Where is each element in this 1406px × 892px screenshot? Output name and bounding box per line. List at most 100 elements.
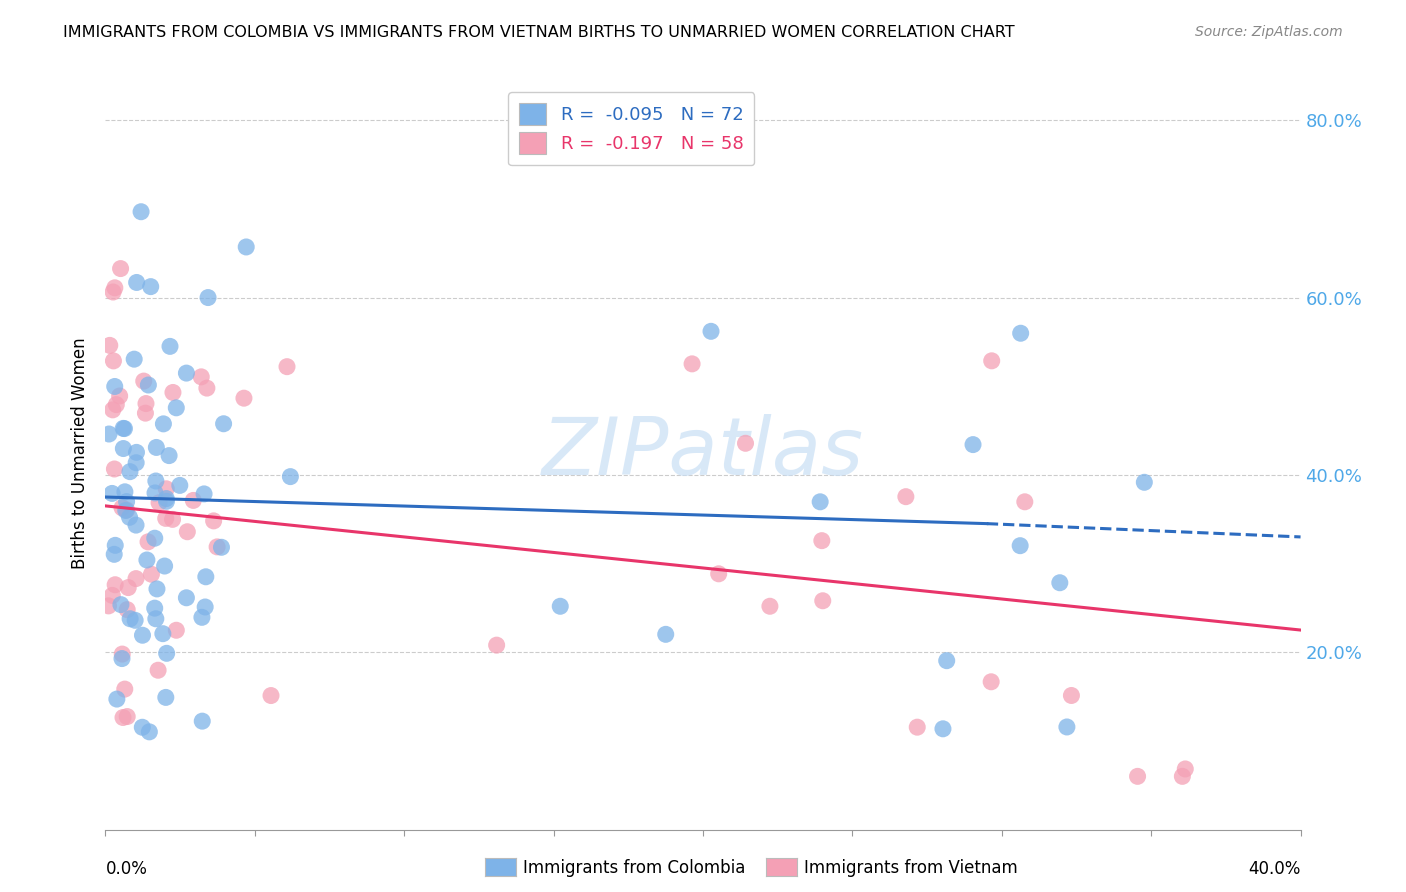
Point <box>152 626 174 640</box>
Point <box>260 689 283 703</box>
Point <box>143 601 166 615</box>
Point <box>143 531 166 545</box>
Text: Immigrants from Colombia: Immigrants from Colombia <box>523 859 745 877</box>
Point <box>155 482 177 496</box>
Point <box>191 714 214 728</box>
Point <box>148 496 170 510</box>
Point <box>485 638 508 652</box>
Point <box>101 285 124 299</box>
Point <box>98 427 121 442</box>
Point <box>153 559 176 574</box>
Point <box>1014 495 1036 509</box>
Point <box>233 391 256 405</box>
Point <box>181 493 204 508</box>
Point <box>103 462 125 476</box>
Point <box>980 674 1002 689</box>
Point <box>135 396 157 410</box>
Point <box>110 261 132 276</box>
Point <box>811 594 834 608</box>
Point <box>115 503 138 517</box>
Point <box>101 588 124 602</box>
Point <box>138 724 160 739</box>
Text: Source: ZipAtlas.com: Source: ZipAtlas.com <box>1195 25 1343 39</box>
Point <box>165 401 187 415</box>
Point <box>280 469 302 483</box>
Point <box>194 570 217 584</box>
Point <box>141 567 163 582</box>
Point <box>155 494 177 508</box>
Point <box>707 566 730 581</box>
Point <box>103 354 125 368</box>
Point <box>165 624 187 638</box>
Point <box>155 690 177 705</box>
Point <box>905 720 928 734</box>
Point <box>276 359 298 374</box>
Text: Immigrants from Vietnam: Immigrants from Vietnam <box>804 859 1018 877</box>
Point <box>132 374 155 388</box>
Point <box>115 494 138 508</box>
Point <box>156 646 179 660</box>
Point <box>176 366 198 380</box>
Point <box>935 654 957 668</box>
Point <box>169 478 191 492</box>
Point <box>176 524 198 539</box>
Point <box>120 612 142 626</box>
Point <box>117 581 139 595</box>
Point <box>548 599 571 614</box>
Point <box>152 417 174 431</box>
Point <box>162 385 184 400</box>
Point <box>104 379 127 393</box>
Point <box>155 491 177 506</box>
Point <box>114 682 136 697</box>
Point <box>211 541 233 555</box>
Point <box>1171 769 1194 783</box>
Point <box>98 338 121 352</box>
Point <box>134 406 156 420</box>
Point <box>759 599 782 614</box>
Point <box>176 591 198 605</box>
Text: 40.0%: 40.0% <box>1249 860 1301 878</box>
Point <box>138 378 160 392</box>
Point <box>190 369 212 384</box>
Point <box>108 389 131 403</box>
Point <box>111 647 134 661</box>
Point <box>111 651 134 665</box>
Point <box>122 352 145 367</box>
Point <box>131 720 153 734</box>
Point <box>114 421 136 435</box>
Point <box>808 495 831 509</box>
Point <box>146 582 169 596</box>
Point <box>146 663 169 677</box>
Point <box>811 533 834 548</box>
Point <box>104 578 127 592</box>
Point <box>145 441 167 455</box>
Point <box>195 381 218 395</box>
Point <box>104 281 127 295</box>
Point <box>111 500 134 515</box>
Point <box>1126 769 1149 783</box>
Point <box>125 518 148 533</box>
Point <box>131 628 153 642</box>
Point <box>197 291 219 305</box>
Point <box>135 553 157 567</box>
Point <box>112 442 135 456</box>
Text: ZIPatlas: ZIPatlas <box>541 414 865 491</box>
Point <box>212 417 235 431</box>
Point <box>1049 575 1071 590</box>
Point <box>103 547 125 561</box>
Point <box>1174 762 1197 776</box>
Point <box>1010 326 1032 341</box>
Point <box>145 612 167 626</box>
Point <box>115 602 138 616</box>
Point <box>145 474 167 488</box>
Point <box>101 486 124 500</box>
Y-axis label: Births to Unmarried Women: Births to Unmarried Women <box>72 337 90 568</box>
Point <box>155 511 177 525</box>
Point <box>101 402 124 417</box>
Point <box>202 514 225 528</box>
Point <box>105 398 128 412</box>
Point <box>1056 720 1078 734</box>
Point <box>125 276 148 290</box>
Text: 0.0%: 0.0% <box>105 860 148 878</box>
Point <box>194 599 217 614</box>
